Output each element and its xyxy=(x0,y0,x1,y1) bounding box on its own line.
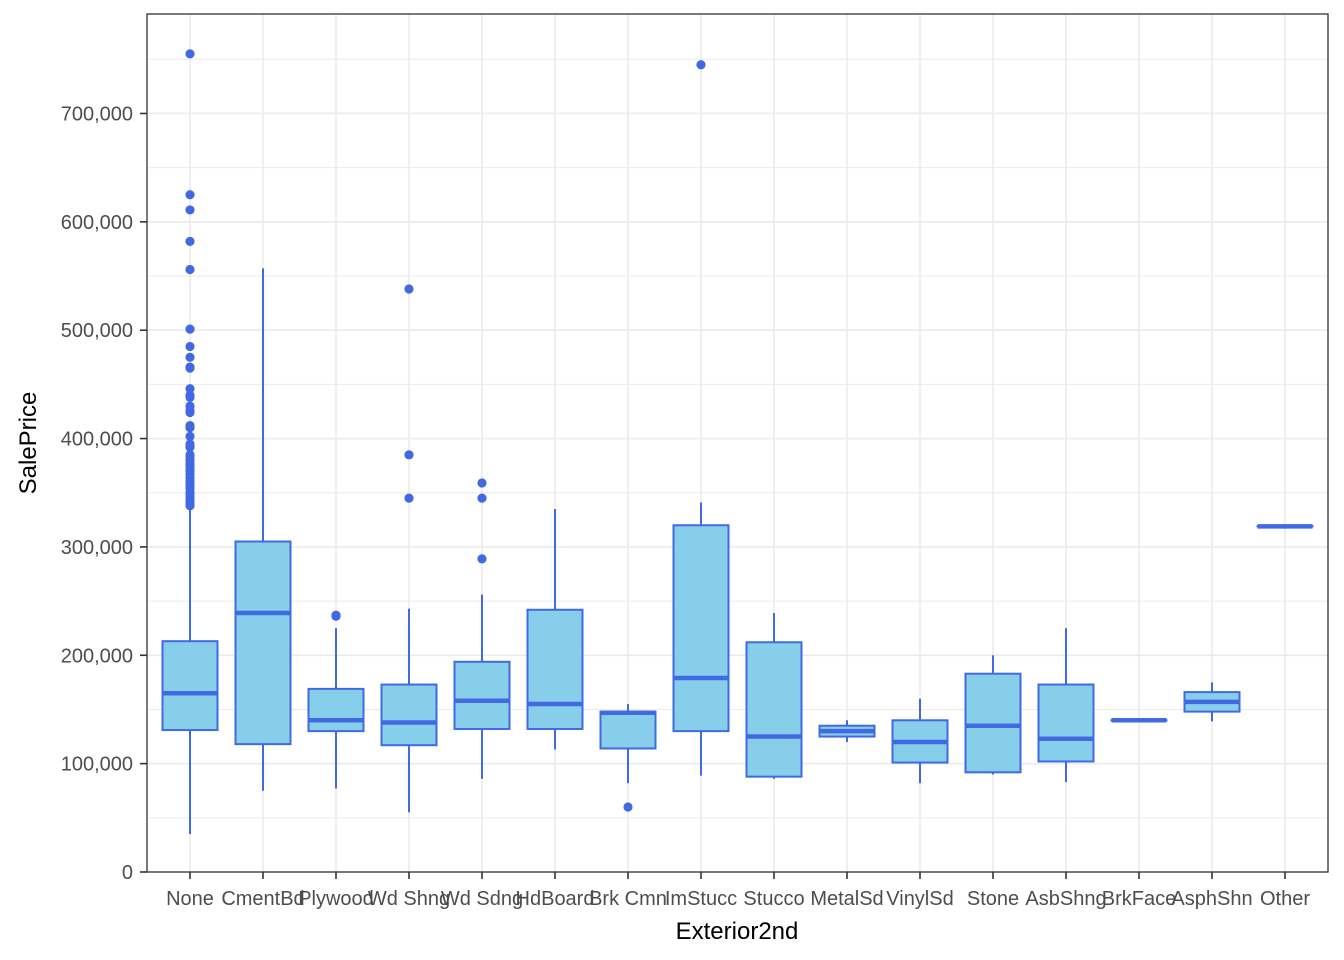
outlier-point xyxy=(185,392,195,402)
panel-border xyxy=(146,13,1329,873)
outlier-point xyxy=(477,478,487,488)
box-rect xyxy=(380,683,438,747)
box-rect xyxy=(453,660,511,730)
box-rect xyxy=(964,672,1022,774)
box-imstucc xyxy=(672,60,730,776)
outlier-point xyxy=(185,49,195,59)
y-tick-label: 600,000 xyxy=(61,212,133,234)
y-tick-label: 0 xyxy=(122,862,133,884)
y-tick-label: 700,000 xyxy=(61,103,133,125)
x-tick-label: CmentBd xyxy=(221,888,304,910)
x-tick-label: Wd Shng xyxy=(368,888,450,910)
x-tick-label: Wd Sdng xyxy=(441,888,523,910)
box-wd-sdng xyxy=(453,478,511,779)
box-rect xyxy=(599,710,657,750)
outlier-point xyxy=(404,450,414,460)
x-tick-label: Stone xyxy=(967,888,1019,910)
x-tick-label: BrkFace xyxy=(1102,888,1176,910)
y-tick-label: 400,000 xyxy=(61,429,133,451)
outlier-point xyxy=(623,802,633,812)
x-tick-label: VinylSd xyxy=(886,888,953,910)
outlier-point xyxy=(477,493,487,503)
box-rect xyxy=(526,608,584,730)
outlier-point xyxy=(185,501,195,511)
y-tick-label: 100,000 xyxy=(61,754,133,776)
box-stucco xyxy=(745,613,803,779)
outlier-point xyxy=(185,407,195,418)
box-asphshn xyxy=(1183,682,1241,722)
outlier-point xyxy=(185,363,195,373)
box-rect xyxy=(234,540,292,746)
box-plywood xyxy=(307,610,365,789)
box-vinylsd xyxy=(891,698,949,784)
box-rect xyxy=(745,641,803,778)
box-rect xyxy=(672,524,730,733)
outlier-point xyxy=(185,352,195,362)
x-tick-label: MetalSd xyxy=(810,888,883,910)
box-wd-shng xyxy=(380,284,438,813)
outlier-point xyxy=(696,60,706,70)
plot-panel xyxy=(146,13,1329,873)
outlier-point xyxy=(185,341,195,352)
outlier-point xyxy=(331,610,341,620)
x-tick-label: ImStucc xyxy=(665,888,737,910)
x-tick-label: Stucco xyxy=(743,888,804,910)
outlier-point xyxy=(185,264,195,275)
outlier-point xyxy=(185,236,195,246)
outlier-point xyxy=(185,442,195,452)
x-tick-label: Brk Cmn xyxy=(589,888,667,910)
y-axis: 0 100,000 200,000 300,000 400,000 500,000 600,… xyxy=(61,103,147,884)
y-axis-title: SalePrice xyxy=(15,392,42,495)
box-none xyxy=(161,49,219,835)
box-hdboard xyxy=(526,508,584,750)
y-tick-label: 500,000 xyxy=(61,320,133,342)
y-tick-label: 300,000 xyxy=(61,537,133,559)
box-cmentbd xyxy=(234,268,292,791)
box-asbshng xyxy=(1037,628,1095,783)
outlier-point xyxy=(185,384,195,394)
x-tick-label: AsbShng xyxy=(1025,888,1106,910)
x-tick-label: AsphShn xyxy=(1171,888,1252,910)
x-tick-label: None xyxy=(166,888,214,910)
outlier-point xyxy=(404,493,414,503)
outlier-point xyxy=(185,324,195,334)
outlier-point xyxy=(477,554,487,564)
outlier-point xyxy=(185,205,195,215)
y-tick-label: 200,000 xyxy=(61,645,133,667)
x-tick-label: HdBoard xyxy=(516,888,595,910)
outlier-point xyxy=(185,190,195,200)
outlier-point xyxy=(185,431,195,441)
box-stone xyxy=(964,655,1022,775)
x-tick-label: Other xyxy=(1260,888,1310,910)
box-rect xyxy=(307,687,365,733)
box-metalsd xyxy=(818,720,876,742)
box-rect xyxy=(1037,683,1095,763)
x-tick-label: Plywood xyxy=(298,888,374,910)
outlier-point xyxy=(185,423,195,433)
box-rect xyxy=(161,640,219,732)
x-axis-title: Exterior2nd xyxy=(676,918,799,945)
outlier-point xyxy=(404,284,414,294)
box-brk-cmn xyxy=(599,704,657,812)
